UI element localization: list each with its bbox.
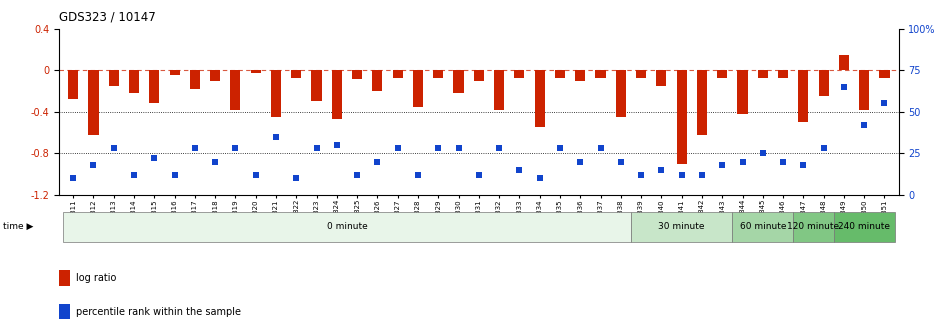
FancyBboxPatch shape <box>631 212 732 242</box>
Point <box>207 159 223 164</box>
Text: time ▶: time ▶ <box>3 222 33 231</box>
Point <box>775 159 790 164</box>
Point <box>126 172 142 178</box>
Point <box>268 134 283 139</box>
FancyBboxPatch shape <box>732 212 793 242</box>
Bar <box>108 70 119 86</box>
Bar <box>615 70 626 117</box>
Bar <box>636 70 646 78</box>
Point <box>289 175 304 181</box>
Point <box>836 84 851 89</box>
Bar <box>595 70 606 78</box>
Point <box>248 172 263 178</box>
Point <box>532 175 547 181</box>
Point <box>329 142 344 148</box>
Bar <box>434 70 443 78</box>
Bar <box>373 70 382 91</box>
Point <box>66 175 81 181</box>
FancyBboxPatch shape <box>834 212 895 242</box>
Bar <box>149 70 160 103</box>
Point <box>735 159 750 164</box>
Bar <box>798 70 808 122</box>
Bar <box>514 70 524 78</box>
Bar <box>230 70 241 110</box>
Bar <box>210 70 221 81</box>
Point <box>390 145 405 151</box>
Point <box>633 172 649 178</box>
Point <box>451 145 466 151</box>
Bar <box>554 70 565 78</box>
FancyBboxPatch shape <box>63 212 631 242</box>
Bar <box>68 70 78 99</box>
Point <box>613 159 629 164</box>
Bar <box>859 70 869 110</box>
Bar <box>575 70 585 81</box>
Point <box>816 145 831 151</box>
Text: log ratio: log ratio <box>76 273 116 283</box>
Point <box>471 172 486 178</box>
Point <box>228 145 243 151</box>
Bar <box>332 70 342 119</box>
Bar <box>717 70 728 78</box>
Bar <box>169 70 180 75</box>
Bar <box>880 70 889 78</box>
Point <box>796 162 811 168</box>
Point <box>350 172 365 178</box>
Bar <box>778 70 788 78</box>
Bar <box>393 70 403 78</box>
Point <box>573 159 588 164</box>
Point <box>86 162 101 168</box>
Bar <box>251 70 261 73</box>
Point <box>492 145 507 151</box>
Point <box>431 145 446 151</box>
Bar <box>271 70 281 117</box>
Text: 240 minute: 240 minute <box>838 222 890 231</box>
Point <box>653 167 669 173</box>
Point <box>512 167 527 173</box>
Bar <box>697 70 707 135</box>
Bar <box>676 70 687 164</box>
FancyBboxPatch shape <box>793 212 834 242</box>
Point <box>309 145 324 151</box>
Bar <box>737 70 747 114</box>
Bar <box>758 70 767 78</box>
Point <box>694 172 709 178</box>
Bar <box>454 70 464 93</box>
Text: percentile rank within the sample: percentile rank within the sample <box>76 307 242 317</box>
Bar <box>190 70 200 89</box>
Point <box>877 101 892 106</box>
Bar <box>819 70 828 96</box>
Bar <box>312 70 321 101</box>
Bar <box>494 70 504 110</box>
Bar <box>88 70 99 135</box>
Text: GDS323 / 10147: GDS323 / 10147 <box>59 10 156 23</box>
Point <box>755 151 770 156</box>
Text: 60 minute: 60 minute <box>740 222 786 231</box>
Text: 0 minute: 0 minute <box>326 222 367 231</box>
Bar <box>291 70 301 78</box>
Bar <box>839 54 849 70</box>
Text: 120 minute: 120 minute <box>787 222 840 231</box>
Point <box>370 159 385 164</box>
Bar <box>352 70 362 80</box>
Bar <box>534 70 545 127</box>
Point <box>146 156 162 161</box>
Point <box>592 145 608 151</box>
Point <box>714 162 729 168</box>
Point <box>553 145 568 151</box>
Point <box>411 172 426 178</box>
Point <box>187 145 203 151</box>
Bar <box>656 70 667 86</box>
Bar <box>129 70 139 93</box>
Text: 30 minute: 30 minute <box>658 222 705 231</box>
Bar <box>413 70 423 107</box>
Point <box>857 122 872 128</box>
Bar <box>474 70 484 81</box>
Point <box>107 145 122 151</box>
Point <box>167 172 183 178</box>
Point <box>674 172 689 178</box>
